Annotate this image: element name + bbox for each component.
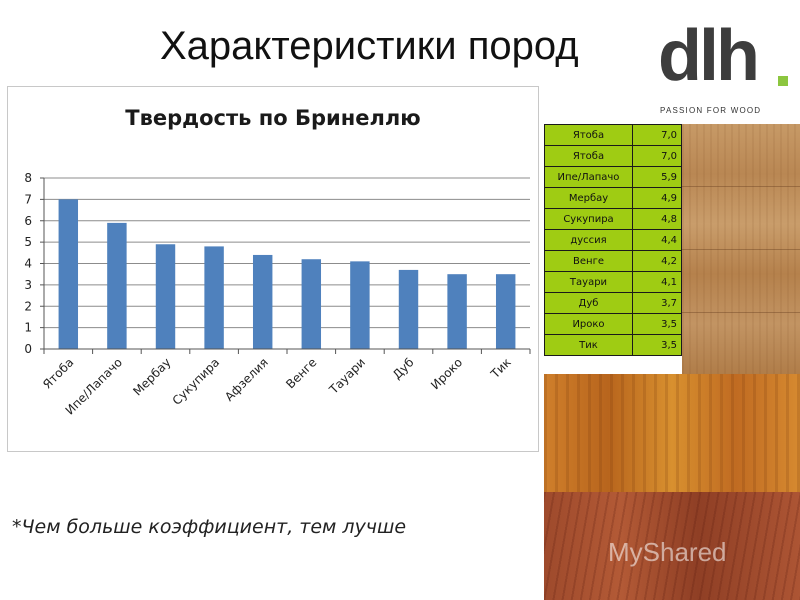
- y-tick-label: 4: [24, 257, 32, 271]
- chart-title: Твердость по Бринеллю: [125, 106, 420, 130]
- table-row: Мербау 4,9: [544, 187, 682, 209]
- wood-sample-red: [544, 492, 800, 600]
- species-name: Ипе/Лапачо: [544, 166, 633, 188]
- x-tick-label: Сукупира: [170, 355, 223, 408]
- wood-sample-light-oak: [682, 124, 800, 374]
- y-tick-label: 5: [24, 235, 32, 249]
- chart-bars: [58, 199, 516, 349]
- bar: [252, 254, 273, 349]
- slide-title: Характеристики пород: [160, 24, 579, 68]
- x-tick-label: Тауари: [326, 355, 368, 397]
- hardness-value: 3,5: [632, 313, 682, 335]
- x-tick-label: Тик: [487, 355, 513, 381]
- bar: [301, 259, 322, 349]
- species-name: дуссия: [544, 229, 633, 251]
- x-tick-label: Венге: [283, 355, 319, 391]
- logo-wordmark: dlh: [658, 16, 760, 96]
- y-tick-label: 0: [24, 342, 32, 356]
- y-tick-label: 6: [24, 214, 32, 228]
- hardness-value: 4,8: [632, 208, 682, 230]
- table-row: Ятоба 7,0: [544, 124, 682, 146]
- table-row: Ятоба 7,0: [544, 145, 682, 167]
- bar: [447, 274, 467, 349]
- species-name: Тауари: [544, 271, 633, 293]
- hardness-chart: Твердость по Бринеллю 0 1 2 3 4 5 6 7 8 Ятоба Ипе/…: [7, 86, 539, 452]
- table-row: Тик 3,5: [544, 334, 682, 356]
- table-row: Сукупира 4,8: [544, 208, 682, 230]
- bar: [204, 246, 224, 349]
- table-row: дуссия 4,4: [544, 229, 682, 251]
- x-tick-label: Афзелия: [222, 355, 271, 404]
- x-tick-label: Дуб: [390, 355, 417, 382]
- logo-tagline: PASSION FOR WOOD: [660, 106, 762, 115]
- species-name: Ятоба: [544, 145, 633, 167]
- table-row: Дуб 3,7: [544, 292, 682, 314]
- hardness-value: 3,5: [632, 334, 682, 356]
- table-row: Ироко 3,5: [544, 313, 682, 335]
- chart-canvas: Твердость по Бринеллю 012345678ЯтобаИпе/…: [24, 106, 531, 418]
- species-name: Ироко: [544, 313, 633, 335]
- hardness-value: 7,0: [632, 145, 682, 167]
- species-name: Дуб: [544, 292, 633, 314]
- hardness-value: 4,9: [632, 187, 682, 209]
- chart-axes: [40, 177, 531, 354]
- species-name: Ятоба: [544, 124, 633, 146]
- bar: [58, 199, 79, 349]
- hardness-value: 3,7: [632, 292, 682, 314]
- y-tick-label: 3: [24, 278, 32, 292]
- table-row: Тауари 4,1: [544, 271, 682, 293]
- watermark: MyShared: [608, 537, 727, 567]
- y-tick-label: 2: [24, 299, 32, 313]
- bar: [398, 269, 419, 349]
- species-name: Венге: [544, 250, 633, 272]
- hardness-table: Ятоба 7,0 Ятоба 7,0 Ипе/Лапачо 5,9 Мербау 4,9 Су…: [544, 124, 682, 356]
- y-tick-label: 1: [24, 321, 32, 335]
- footnote: *Чем больше коэффициент, тем лучше: [12, 516, 407, 538]
- hardness-value: 4,1: [632, 271, 682, 293]
- bar: [107, 222, 127, 349]
- logo-dot: [778, 76, 788, 86]
- y-tick-label: 8: [24, 171, 32, 185]
- table-row: Венге 4,2: [544, 250, 682, 272]
- species-name: Мербау: [544, 187, 633, 209]
- table-row: Ипе/Лапачо 5,9: [544, 166, 682, 188]
- dlh-logo: dlh PASSION FOR WOOD: [658, 16, 792, 115]
- bar: [155, 244, 176, 349]
- hardness-value: 7,0: [632, 124, 682, 146]
- x-tick-label: Ироко: [428, 355, 465, 392]
- hardness-value: 5,9: [632, 166, 682, 188]
- x-tick-label: Мербау: [130, 355, 173, 398]
- species-name: Тик: [544, 334, 633, 356]
- hardness-value: 4,4: [632, 229, 682, 251]
- wood-sample-orange: [544, 374, 800, 492]
- bar: [495, 274, 516, 349]
- x-tick-label: Ятоба: [40, 355, 76, 391]
- y-tick-label: 7: [24, 192, 32, 206]
- bar: [350, 261, 370, 349]
- hardness-value: 4,2: [632, 250, 682, 272]
- species-name: Сукупира: [544, 208, 633, 230]
